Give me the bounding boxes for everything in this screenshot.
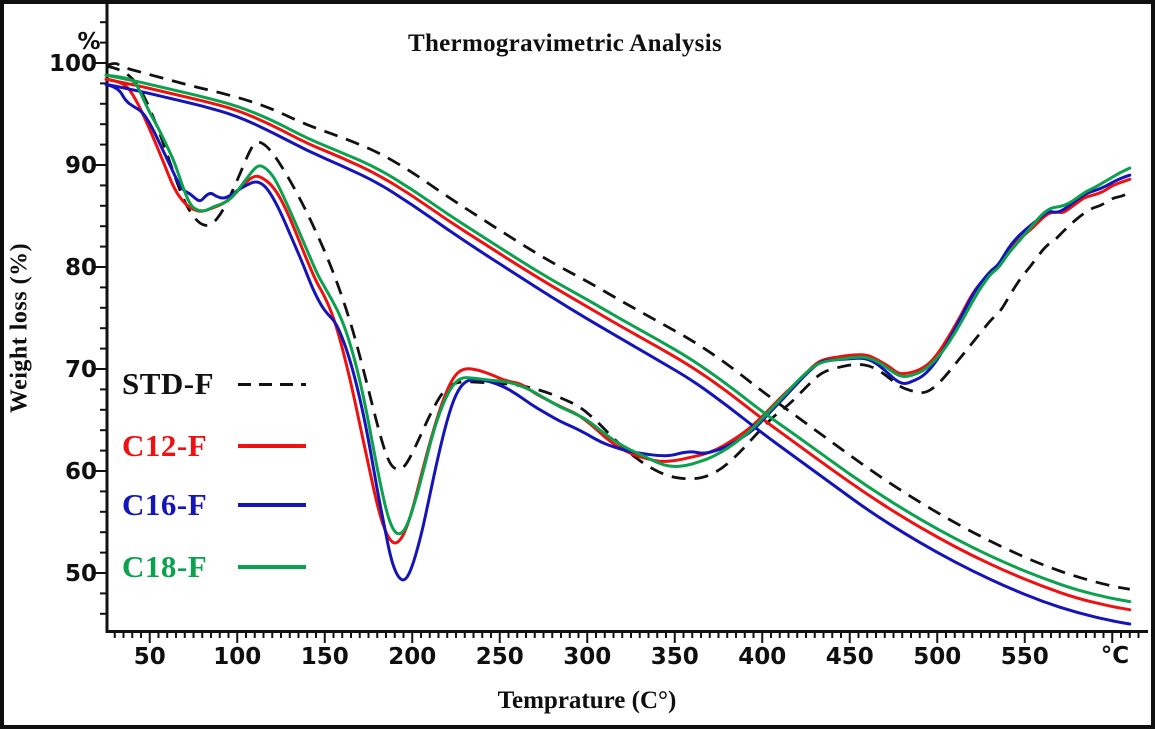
x-tick-label: 200 — [388, 644, 436, 670]
x-tick-label: 450 — [826, 644, 874, 670]
series-std-f-decline-curve — [105, 62, 1131, 591]
legend-item-std-f: STD-F — [122, 365, 306, 403]
series-c18-f-decline-curve — [104, 73, 1132, 604]
x-tick-label: 100 — [213, 644, 261, 670]
series-std-f-wavy-curve — [105, 64, 1131, 481]
x-tick-label: 550 — [1001, 644, 1049, 670]
x-axis-title: Temprature (C°) — [497, 687, 677, 714]
chart-title: Thermogravimetric Analysis — [407, 30, 722, 57]
y-axis-unit-label: % — [77, 29, 101, 55]
legend-label-c12-f: C12-F — [122, 428, 208, 463]
y-tick-label: 80 — [65, 255, 97, 281]
x-tick-label: 50 — [134, 644, 166, 670]
series-c18-f-wavy-curve — [104, 73, 1132, 536]
legend-item-c12-f: C12-F — [122, 427, 306, 465]
y-tick-label: 100 — [49, 51, 97, 77]
y-tick-label: 90 — [65, 153, 97, 179]
legend-item-c18-f: C18-F — [122, 548, 306, 586]
x-tick-label: 300 — [563, 644, 611, 670]
y-tick-label: 50 — [65, 561, 97, 587]
x-tick-label: 250 — [476, 644, 524, 670]
y-tick-label: 70 — [65, 357, 97, 383]
legend-label-c18-f: C18-F — [122, 549, 208, 584]
x-tick-label: 400 — [738, 644, 786, 670]
series-c12-f-wavy-curve — [104, 77, 1132, 545]
y-axis-title: Weight loss (%) — [6, 242, 33, 414]
x-tick-label: 500 — [913, 644, 961, 670]
legend-line-sample-c12-f — [238, 444, 306, 448]
legend-line-sample-c18-f — [238, 565, 306, 569]
legend-line-sample-c16-f — [238, 503, 306, 507]
series-c16-f-decline-curve — [104, 82, 1132, 626]
legend-label-std-f: STD-F — [122, 366, 215, 401]
x-tick-label: 350 — [651, 644, 699, 670]
legend-line-sample-std-f — [238, 382, 306, 386]
series-c12-f-decline-curve — [104, 77, 1132, 612]
legend-item-c16-f: C16-F — [122, 486, 306, 524]
y-tick-label: 60 — [65, 459, 97, 485]
x-tick-label: 150 — [301, 644, 349, 670]
legend-label-c16-f: C16-F — [122, 487, 208, 522]
x-axis-unit-label: °C — [1100, 643, 1130, 669]
